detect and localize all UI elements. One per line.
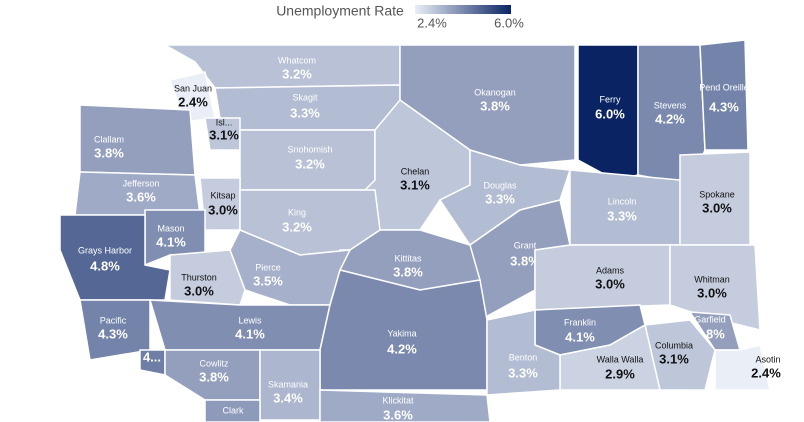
county-name: San Juan — [174, 83, 212, 93]
county-rate: 4.1% — [156, 234, 186, 249]
county-name: Douglas — [483, 180, 517, 190]
county-rate: 3.1% — [209, 127, 239, 142]
county-rate: 3.1% — [400, 177, 430, 192]
county — [699, 39, 749, 151]
county — [359, 98, 471, 231]
county-rate: 3.0% — [184, 283, 214, 298]
county-rate: 2.9% — [605, 366, 635, 381]
legend-gradient — [415, 5, 511, 14]
county-rate: 3.8% — [199, 369, 229, 384]
county-name: Lincoln — [608, 196, 637, 206]
county-name: Spokane — [699, 189, 735, 199]
county-name: Chelan — [401, 166, 430, 176]
county-rate: 3.6% — [383, 407, 413, 422]
county-name: Yakima — [387, 328, 416, 338]
county-name: Skamania — [268, 379, 308, 389]
county-rate: 4.1% — [235, 326, 265, 341]
county-rate: 4... — [143, 349, 161, 364]
county-name: Jefferson — [123, 178, 160, 188]
county-name: Clark — [222, 405, 244, 415]
county-rate: 3.2% — [282, 219, 312, 234]
county-rate: 3.0% — [208, 202, 238, 217]
county-name: Whitman — [694, 274, 730, 284]
county-name: Okanogan — [474, 87, 516, 97]
county-name: Adams — [596, 265, 625, 275]
county-rate: 3.5% — [253, 273, 283, 288]
legend-min: 2.4% — [417, 15, 447, 30]
county-rate: 4.8% — [90, 258, 120, 273]
county-rate: 3.8% — [94, 145, 124, 160]
county-name: Franklin — [564, 317, 596, 327]
county-rate: 6.0% — [595, 106, 625, 121]
county-name: Lewis — [238, 315, 262, 325]
county-name: Kitsap — [210, 190, 235, 200]
county-rate: 3.0% — [595, 276, 625, 291]
county-rate: 2.4% — [751, 365, 781, 380]
county-name: Whatcom — [278, 55, 316, 65]
county-name: Stevens — [654, 100, 687, 110]
county-name: Clallam — [94, 134, 124, 144]
county-rate: 3.8% — [480, 98, 510, 113]
county-name: Pierce — [255, 262, 281, 272]
county-name: Mason — [157, 223, 184, 233]
county-rate: 3.3% — [508, 365, 538, 380]
county-name: Kittitas — [394, 253, 422, 263]
county-name: Thurston — [181, 272, 217, 282]
county-name: Snohomish — [287, 144, 332, 154]
county-rate: 4.2% — [655, 111, 685, 126]
county-rate: 3.8% — [393, 264, 423, 279]
county-name: Pend Oreille — [699, 82, 749, 92]
county-name: Grays Harbor — [78, 245, 132, 255]
county — [204, 399, 261, 422]
county — [59, 214, 171, 301]
county-name: Pacific — [100, 315, 127, 325]
county — [169, 249, 246, 306]
county-rate: 3.1% — [659, 351, 689, 366]
county-name: Columbia — [655, 340, 693, 350]
county-rate: 3.0% — [697, 285, 727, 300]
legend-max: 6.0% — [494, 15, 524, 30]
county-name: Ferry — [600, 94, 621, 104]
county-name: Klickitat — [382, 395, 414, 405]
county-rate: 4.1% — [565, 329, 595, 344]
county — [319, 389, 491, 422]
county-name: Skagit — [292, 92, 318, 102]
county-rate: 4.2% — [387, 341, 417, 356]
county-name: Cowlitz — [199, 358, 229, 368]
county-name: King — [288, 207, 306, 217]
county-rate: 3.0% — [702, 200, 732, 215]
county-rate: 4.3% — [98, 326, 128, 341]
county-name: Garfield — [694, 314, 726, 324]
county-rate: 3.4% — [273, 390, 303, 405]
county-rate: 3.2% — [295, 156, 325, 171]
county-rate: 4.3% — [709, 99, 739, 114]
county-rate: 3.6% — [126, 189, 156, 204]
county-rate: 3.3% — [290, 105, 320, 120]
county-name: Walla Walla — [597, 354, 644, 364]
county-rate: 3.2% — [282, 66, 312, 81]
county-rate: 3.8% — [510, 253, 540, 268]
county-name: Isl... — [216, 117, 233, 127]
county-rate: 3.3% — [485, 191, 515, 206]
county-name: Asotin — [755, 354, 780, 364]
county-name: Benton — [509, 352, 538, 362]
county — [714, 344, 771, 391]
county-name: Grant — [514, 240, 537, 250]
county-rate: 2.4% — [178, 94, 208, 109]
legend-title: Unemployment Rate — [276, 3, 404, 19]
county-rate: 3.3% — [607, 208, 637, 223]
